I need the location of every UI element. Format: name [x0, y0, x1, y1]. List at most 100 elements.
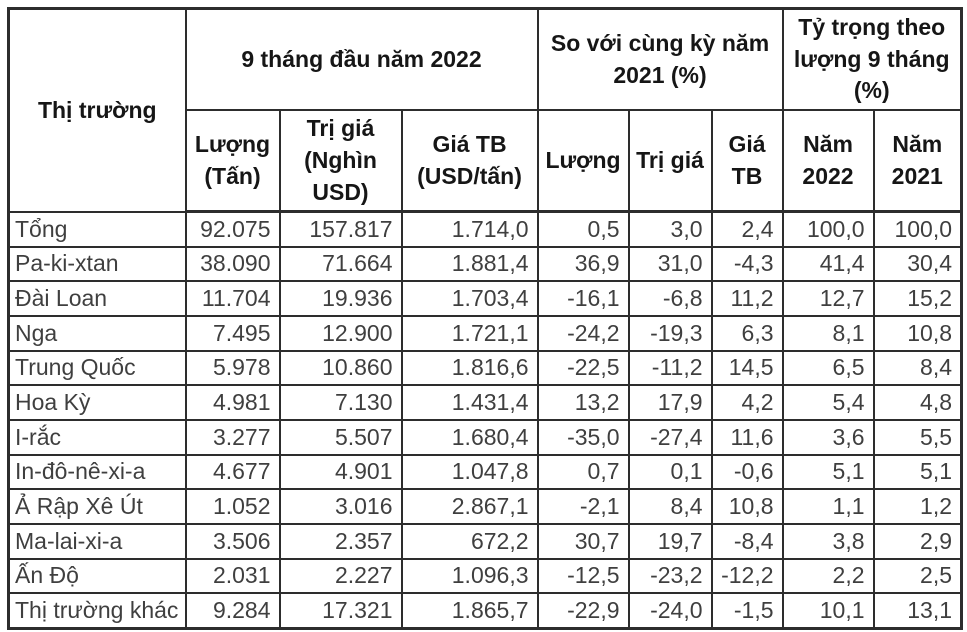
value-cell: -4,3	[710, 245, 784, 283]
value-cell: 2,9	[872, 523, 963, 560]
value-cell: 1.881,4	[400, 245, 539, 283]
market-name-cell: Pa-ki-xtan	[7, 245, 187, 283]
value-cell: 2,2	[781, 557, 875, 595]
value-cell: 1.680,4	[400, 419, 539, 456]
value-cell: 31,0	[627, 245, 713, 283]
value-cell: 41,4	[781, 245, 875, 283]
value-cell: -11,2	[627, 349, 713, 387]
table-row: Nga 7.495 12.900 1.721,1 -24,2 -19,3 6,3 8,1 10,…	[7, 314, 963, 352]
value-cell: 1.052	[184, 488, 281, 526]
sub-header-row: Lượng (Tấn) Trị giá (Nghìn USD) Giá TB (…	[9, 109, 963, 214]
value-cell: 11.704	[184, 280, 281, 317]
market-name-cell: Thị trường khác	[7, 592, 187, 630]
table-row: In-đô-nê-xi-a 4.677 4.901 1.047,8 0,7 0,1 -0,6…	[7, 453, 963, 491]
value-cell: 12.900	[278, 314, 403, 352]
market-name-cell: Nga	[7, 314, 187, 352]
table-row: Pa-ki-xtan 38.090 71.664 1.881,4 36,9 31,0 -4,…	[7, 245, 963, 283]
market-name-cell: Ả Rập Xê Út	[7, 488, 187, 526]
market-name-cell: Hoa Kỳ	[7, 384, 187, 422]
value-cell: 5,1	[872, 453, 963, 491]
value-cell: 13,1	[872, 592, 963, 630]
value-cell: -22,9	[536, 592, 630, 630]
table-row: Trung Quốc 5.978 10.860 1.816,6 -22,5 -11,2 14…	[7, 349, 963, 387]
value-cell: 1.431,4	[400, 384, 539, 422]
value-cell: 11,2	[710, 280, 784, 317]
value-cell: 6,3	[710, 314, 784, 352]
value-cell: 3,8	[781, 523, 875, 560]
value-cell: 5,4	[781, 384, 875, 422]
subheader-nam-2022: Năm 2022	[781, 109, 875, 214]
value-cell: 3.016	[278, 488, 403, 526]
value-cell: 0,5	[536, 210, 630, 248]
table-row: I-rắc 3.277 5.507 1.680,4 -35,0 -27,4 11,6 3,6 5…	[7, 419, 963, 456]
value-cell: 1.721,1	[400, 314, 539, 352]
market-name-cell: Trung Quốc	[7, 349, 187, 387]
subheader-nam-2021: Năm 2021	[872, 109, 963, 214]
value-cell: -0,6	[710, 453, 784, 491]
value-cell: 4.677	[184, 453, 281, 491]
value-cell: 19.936	[278, 280, 403, 317]
subheader-gia-tb-usd-tan: Giá TB (USD/tấn)	[400, 109, 539, 214]
value-cell: 672,2	[400, 523, 539, 560]
value-cell: 2.031	[184, 557, 281, 595]
value-cell: 3,6	[781, 419, 875, 456]
value-cell: 30,7	[536, 523, 630, 560]
table-body: Tổng 92.075 157.817 1.714,0 0,5 3,0 2,4 100,0 10…	[7, 210, 963, 630]
value-cell: 0,1	[627, 453, 713, 491]
value-cell: 7.130	[278, 384, 403, 422]
table-row: Hoa Kỳ 4.981 7.130 1.431,4 13,2 17,9 4,2 5,4 4,8	[7, 384, 963, 422]
market-name-cell: Tổng	[7, 210, 187, 248]
value-cell: -12,2	[710, 557, 784, 595]
value-cell: 1.816,6	[400, 349, 539, 387]
table-row: Ấn Độ 2.031 2.227 1.096,3 -12,5 -23,2 -12,2 2,2…	[7, 557, 963, 595]
value-cell: 12,7	[781, 280, 875, 317]
value-cell: 2.867,1	[400, 488, 539, 526]
value-cell: 3.506	[184, 523, 281, 560]
group-header-9-thang-dau-nam-2022: 9 tháng đầu năm 2022	[184, 7, 539, 112]
group-header-row: Thị trường 9 tháng đầu năm 2022 So với c…	[7, 7, 963, 213]
value-cell: 9.284	[184, 592, 281, 630]
market-name-cell: I-rắc	[7, 419, 187, 456]
value-cell: 7.495	[184, 314, 281, 352]
value-cell: 4,8	[872, 384, 963, 422]
value-cell: 30,4	[872, 245, 963, 283]
value-cell: 11,6	[710, 419, 784, 456]
value-cell: -35,0	[536, 419, 630, 456]
value-cell: 4.981	[184, 384, 281, 422]
value-cell: -19,3	[627, 314, 713, 352]
subheader-tri-gia-nghin-usd: Trị giá (Nghìn USD)	[278, 109, 403, 214]
value-cell: 4,2	[710, 384, 784, 422]
value-cell: 36,9	[536, 245, 630, 283]
value-cell: 8,4	[627, 488, 713, 526]
value-cell: -27,4	[627, 419, 713, 456]
value-cell: 2.357	[278, 523, 403, 560]
market-statistics-table-wrap: Thị trường 9 tháng đầu năm 2022 So với c…	[7, 7, 964, 630]
value-cell: 38.090	[184, 245, 281, 283]
group-header-so-voi-cung-ky: So với cùng kỳ năm 2021 (%)	[536, 7, 784, 112]
value-cell: -23,2	[627, 557, 713, 595]
value-cell: 2,4	[710, 210, 784, 248]
value-cell: 15,2	[872, 280, 963, 317]
value-cell: 1.714,0	[400, 210, 539, 248]
market-name-cell: In-đô-nê-xi-a	[7, 453, 187, 491]
value-cell: 10,1	[781, 592, 875, 630]
market-name-cell: Đài Loan	[7, 280, 187, 317]
value-cell: 8,1	[781, 314, 875, 352]
value-cell: 6,5	[781, 349, 875, 387]
table-row: Đài Loan 11.704 19.936 1.703,4 -16,1 -6,8 11,2…	[7, 280, 963, 317]
value-cell: -6,8	[627, 280, 713, 317]
value-cell: 2.227	[278, 557, 403, 595]
value-cell: 0,7	[536, 453, 630, 491]
value-cell: 17,9	[627, 384, 713, 422]
value-cell: 10.860	[278, 349, 403, 387]
value-cell: -8,4	[710, 523, 784, 560]
value-cell: -24,0	[627, 592, 713, 630]
value-cell: -2,1	[536, 488, 630, 526]
value-cell: 157.817	[278, 210, 403, 248]
value-cell: -1,5	[710, 592, 784, 630]
value-cell: 5,5	[872, 419, 963, 456]
value-cell: 100,0	[872, 210, 963, 248]
subheader-tri-gia-pct: Trị giá	[627, 109, 713, 214]
value-cell: 14,5	[710, 349, 784, 387]
value-cell: 1.865,7	[400, 592, 539, 630]
